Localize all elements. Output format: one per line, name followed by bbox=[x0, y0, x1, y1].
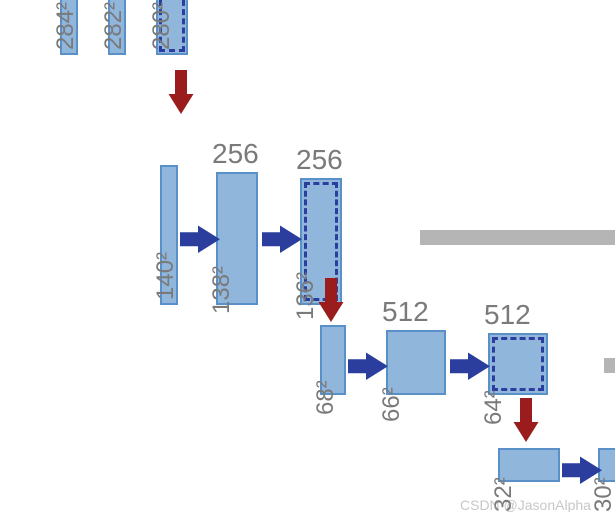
spatial-label-b64: 64² bbox=[482, 390, 506, 425]
downsample-arrow bbox=[318, 278, 344, 322]
channel-label-b136: 256 bbox=[296, 146, 343, 174]
spatial-label-b280: 280² bbox=[150, 2, 174, 50]
unet-diagram-fragment: 284² 282² 280² 140² 138² 256 136² 256 68² 66² 512 6… bbox=[0, 0, 615, 512]
channel-label-b66: 512 bbox=[382, 298, 429, 326]
conv-arrow bbox=[450, 352, 490, 381]
feature-map-b66 bbox=[386, 330, 446, 395]
conv-arrow bbox=[180, 225, 220, 254]
conv-arrow bbox=[348, 352, 388, 381]
spatial-label-b66: 66² bbox=[380, 387, 404, 422]
spatial-label-b140: 140² bbox=[154, 252, 178, 300]
spatial-label-b138: 138² bbox=[210, 266, 234, 314]
spatial-label-b68: 68² bbox=[314, 380, 338, 415]
spatial-label-b136: 136² bbox=[294, 272, 318, 320]
downsample-arrow bbox=[168, 70, 194, 114]
feature-map-dashed-b64 bbox=[492, 337, 544, 391]
skip-connection-bar bbox=[604, 358, 615, 373]
downsample-arrow bbox=[513, 398, 539, 442]
channel-label-b138: 256 bbox=[212, 140, 259, 168]
spatial-label-b282: 282² bbox=[102, 2, 126, 50]
conv-arrow bbox=[562, 456, 602, 485]
spatial-label-b284: 284² bbox=[54, 2, 78, 50]
conv-arrow bbox=[262, 225, 302, 254]
watermark: CSDN @JasonAlpha bbox=[460, 498, 591, 512]
channel-label-b64: 512 bbox=[484, 301, 531, 329]
skip-connection-bar bbox=[420, 230, 615, 245]
